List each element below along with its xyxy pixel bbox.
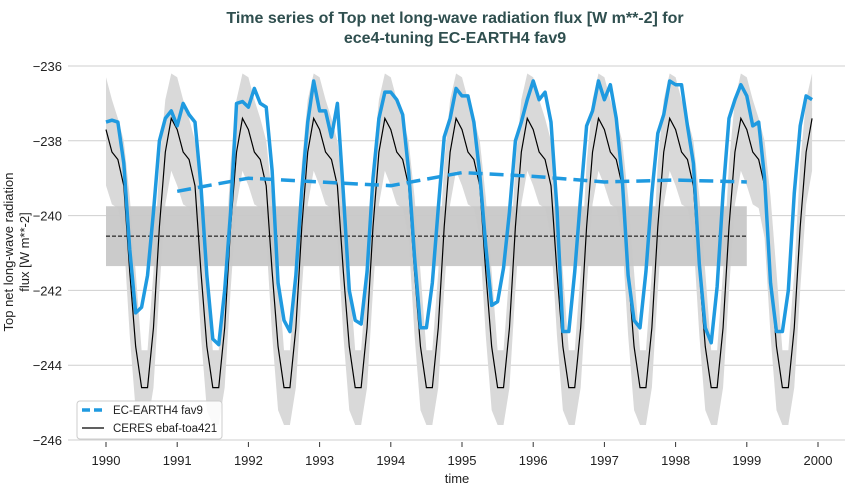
y-tick-label: −246 — [33, 433, 62, 448]
model-annual-mean-line — [176, 170, 747, 194]
chart-title: Time series of Top net long-wave radiati… — [226, 10, 683, 27]
x-axis-label: time — [445, 471, 470, 486]
chart-title-line2: ece4-tuning EC-EARTH4 fav9 — [344, 30, 566, 47]
legend: EC-EARTH4 fav9 CERES ebaf-toa421 — [76, 400, 223, 440]
y-tick-label: −240 — [33, 209, 62, 224]
y-axis-label: Top net long-wave radiation — [1, 173, 16, 332]
x-tick-label: 1995 — [448, 453, 477, 468]
x-tick-label: 1994 — [376, 453, 405, 468]
x-tick-label: 1990 — [92, 453, 121, 468]
x-tick-label: 1992 — [234, 453, 263, 468]
y-tick-label: −244 — [33, 358, 62, 373]
legend-label-obs: CERES ebaf-toa421 — [113, 423, 217, 435]
x-tick-label: 1991 — [163, 453, 192, 468]
y-tick-label: −236 — [33, 59, 62, 74]
model-line — [105, 79, 813, 347]
y-axis-label-line2: flux [W m**-2] — [17, 212, 32, 291]
x-tick-label: 1998 — [661, 453, 690, 468]
ceres-range-band — [106, 73, 813, 426]
x-tick-label: 1997 — [590, 453, 619, 468]
legend-label-model: EC-EARTH4 fav9 — [113, 405, 203, 417]
y-tick-label: −238 — [33, 134, 62, 149]
x-tick-label: 1996 — [519, 453, 548, 468]
x-tick-label: 2000 — [804, 453, 833, 468]
y-tick-label: −242 — [33, 283, 62, 298]
x-tick-label: 1999 — [732, 453, 761, 468]
x-tick-label: 1993 — [305, 453, 334, 468]
